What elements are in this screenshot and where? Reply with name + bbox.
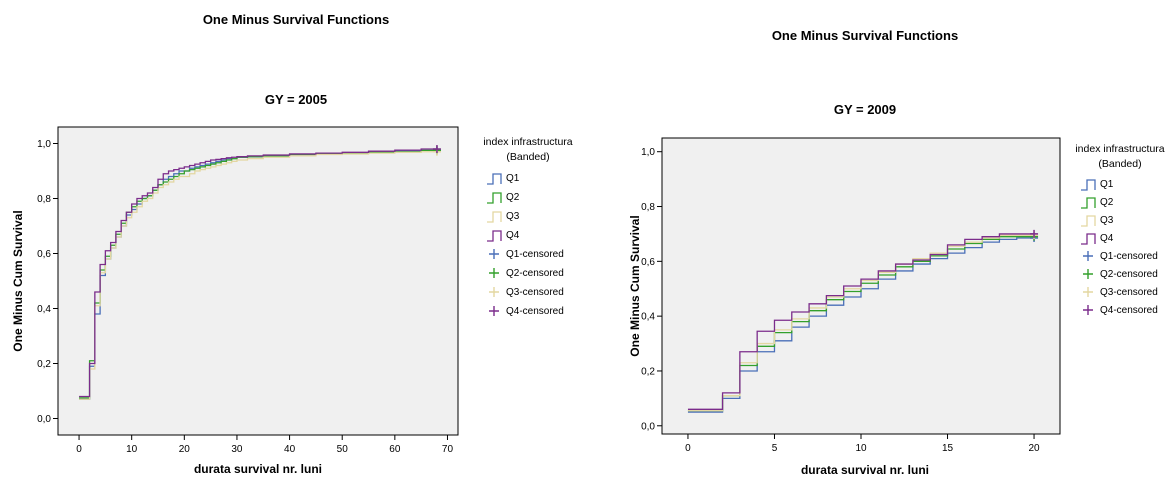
y-axis-label: One Minus Cum Survival xyxy=(628,215,642,356)
legend: index infrastructura (Banded) Q1 Q2 Q3 Q4 Q1… xyxy=(1075,143,1164,316)
y-tick-label: 0,2 xyxy=(641,366,655,377)
legend-censored-swatch xyxy=(1083,269,1093,279)
x-tick-label: 70 xyxy=(442,444,454,455)
y-tick-label: 1,0 xyxy=(641,147,655,158)
legend-censored-swatch xyxy=(1083,287,1093,297)
x-tick-label: 30 xyxy=(231,444,243,455)
x-tick-label: 15 xyxy=(942,443,954,454)
x-axis-label: durata survival nr. luni xyxy=(801,463,929,477)
x-tick-label: 20 xyxy=(179,444,191,455)
y-tick-label: 0,4 xyxy=(641,312,655,323)
legend-item-label: Q1 xyxy=(1100,179,1114,190)
x-tick-label: 0 xyxy=(685,443,691,454)
survival-chart-2005: One Minus Survival Functions GY = 2005 0… xyxy=(11,12,573,476)
y-tick-label: 0,0 xyxy=(37,414,51,425)
legend-swatch xyxy=(487,230,502,242)
legend-item-label: Q4 xyxy=(506,230,520,241)
legend-item-label: Q4-censored xyxy=(506,306,564,317)
x-axis-label: durata survival nr. luni xyxy=(194,462,322,476)
legend-swatch xyxy=(1081,215,1096,227)
legend-swatch xyxy=(1081,179,1096,191)
legend-swatch xyxy=(487,173,502,185)
series-line-q4 xyxy=(687,233,1035,410)
legend-item-label: Q3-censored xyxy=(506,287,564,298)
legend-swatch xyxy=(1081,233,1096,245)
series-layer xyxy=(79,145,441,400)
y-axis: 0,0 0,2 0,4 0,6 0,8 1,0 xyxy=(37,139,58,425)
legend: index infrastructura (Banded) Q1 Q2 Q3 Q4 Q1… xyxy=(483,136,572,317)
censored-marker-q4 xyxy=(1030,229,1039,238)
x-tick-label: 20 xyxy=(1028,443,1040,454)
legend-item-label: Q2-censored xyxy=(1100,269,1158,280)
legend-censored-swatch xyxy=(489,249,499,259)
legend-censored-swatch xyxy=(489,287,499,297)
x-tick-label: 50 xyxy=(337,444,349,455)
series-layer xyxy=(687,229,1039,413)
y-axis-label: One Minus Cum Survival xyxy=(11,210,25,351)
legend-item-label: Q4-censored xyxy=(1100,305,1158,316)
legend-item-label: Q4 xyxy=(1100,233,1114,244)
chart-subtitle: GY = 2005 xyxy=(265,92,327,107)
plot-area xyxy=(57,126,459,436)
legend-item-label: Q3-censored xyxy=(1100,287,1158,298)
x-axis: 0 10 20 30 40 50 60 70 xyxy=(76,435,453,455)
x-tick-label: 40 xyxy=(284,444,296,455)
y-tick-label: 1,0 xyxy=(37,139,51,150)
chart-title: One Minus Survival Functions xyxy=(772,28,958,43)
series-line-q4 xyxy=(79,148,437,398)
legend-swatch xyxy=(1081,197,1096,209)
x-tick-label: 0 xyxy=(76,444,82,455)
legend-item-label: Q1-censored xyxy=(1100,251,1158,262)
y-tick-label: 0,0 xyxy=(641,421,655,432)
x-axis: 0 5 10 15 20 xyxy=(685,434,1040,454)
legend-censored-swatch xyxy=(1083,251,1093,261)
chart-subtitle: GY = 2009 xyxy=(834,102,896,117)
legend-item-label: Q1 xyxy=(506,173,520,184)
legend-title-line1: index infrastructura xyxy=(1075,143,1164,155)
legend-censored-swatch xyxy=(1083,305,1093,315)
x-tick-label: 5 xyxy=(772,443,778,454)
legend-item-label: Q2 xyxy=(506,192,520,203)
legend-censored-swatch xyxy=(489,306,499,316)
legend-item-label: Q3 xyxy=(1100,215,1114,226)
legend-censored-swatch xyxy=(489,268,499,278)
y-tick-label: 0,6 xyxy=(641,257,655,268)
y-axis: 0,0 0,2 0,4 0,6 0,8 1,0 xyxy=(641,147,662,432)
legend-item-label: Q1-censored xyxy=(506,249,564,260)
y-tick-label: 0,4 xyxy=(37,304,51,315)
legend-item-label: Q2 xyxy=(1100,197,1114,208)
x-tick-label: 10 xyxy=(855,443,867,454)
censored-marker-q4 xyxy=(432,145,441,153)
legend-title-line2: (Banded) xyxy=(1098,158,1141,170)
x-tick-label: 10 xyxy=(126,444,138,455)
legend-title-line1: index infrastructura xyxy=(483,136,572,148)
survival-chart-2009: One Minus Survival Functions GY = 2009 0… xyxy=(628,28,1165,477)
legend-title-line2: (Banded) xyxy=(506,151,549,163)
legend-item-label: Q2-censored xyxy=(506,268,564,279)
y-tick-label: 0,6 xyxy=(37,249,51,260)
chart-title: One Minus Survival Functions xyxy=(203,12,389,27)
x-tick-label: 60 xyxy=(389,444,401,455)
y-tick-label: 0,2 xyxy=(37,359,51,370)
legend-item-label: Q3 xyxy=(506,211,520,222)
legend-swatch xyxy=(487,192,502,204)
legend-swatch xyxy=(487,211,502,223)
y-tick-label: 0,8 xyxy=(641,202,655,213)
y-tick-label: 0,8 xyxy=(37,194,51,205)
